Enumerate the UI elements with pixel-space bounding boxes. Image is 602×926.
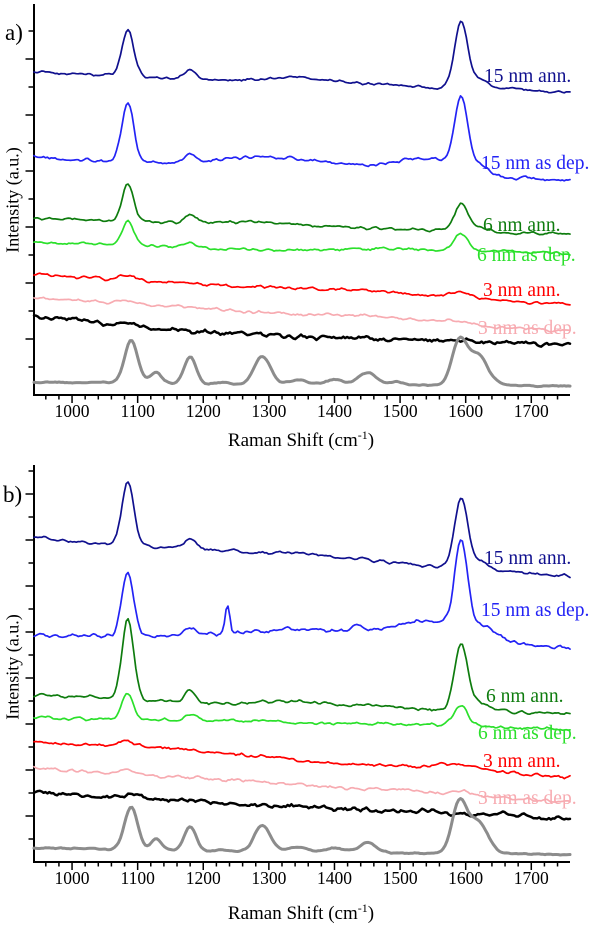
x-axis-title-text: Raman Shift (cm [227, 903, 358, 924]
x-tick-label: 1500 [383, 868, 418, 888]
x-tick-label: 1700 [514, 868, 549, 888]
x-axis-title-superscript: -1 [357, 428, 368, 442]
series-label-15nm-as-deposited: 15 nm as dep. [481, 153, 590, 174]
x-tick-label: 1000 [55, 868, 90, 888]
series-gray-reference-unlabeled [32, 335, 572, 389]
series-label-15nm-annealed: 15 nm ann. [484, 66, 572, 87]
series-6nm-annealed [33, 183, 571, 236]
series-15nm-annealed [33, 20, 571, 94]
panel-b-plot: 1000 1100 1200 1300 1400 1500 1600 1700 [25, 465, 572, 888]
panel-b: 1000 1100 1200 1300 1400 1500 1600 1700 b) Inte… [0, 455, 602, 926]
x-axis-ticks [45, 862, 559, 870]
spectra [32, 20, 572, 389]
axis-spines [33, 465, 570, 863]
series-6nm-as-deposited [33, 219, 571, 256]
series-label-6nm-as-deposited: 6 nm as dep. [477, 245, 576, 266]
series-label-15nm-annealed: 15 nm ann. [484, 548, 572, 569]
panel-b-letter: b) [3, 482, 23, 507]
panel-a-letter: a) [5, 20, 23, 45]
series-black-curve-unlabeled [32, 789, 572, 821]
series-black-curve-unlabeled [32, 314, 572, 348]
series-15nm-as-deposited [33, 539, 571, 650]
series-3nm-annealed [33, 739, 571, 780]
x-tick-label: 1100 [120, 401, 155, 421]
x-tick-label: 1500 [383, 401, 418, 421]
x-tick-label: 1200 [186, 401, 221, 421]
series-15nm-annealed [33, 481, 571, 579]
axes [33, 4, 570, 396]
series-label-15nm-as-deposited: 15 nm as dep. [481, 600, 590, 621]
spectra [32, 481, 572, 857]
x-tick-label: 1000 [55, 401, 90, 421]
x-axis-ticks [45, 395, 559, 403]
series-gray-reference-unlabeled [32, 797, 572, 857]
series-15nm-as-deposited [33, 95, 571, 182]
panel-b-x-axis-title: Raman Shift (cm-1) [0, 901, 602, 925]
series-label-3nm-annealed: 3 nm ann. [483, 280, 561, 301]
x-axis-title-close: ) [367, 430, 375, 451]
series-3nm-as-deposited [33, 296, 571, 333]
x-tick-label: 1100 [120, 868, 155, 888]
panel-a-y-axis-title: Intensity (a.u.) [2, 147, 23, 253]
series-label-3nm-as-deposited: 3 nm as dep. [478, 788, 577, 809]
x-tick-label: 1700 [514, 401, 549, 421]
x-tick-label: 1300 [251, 868, 286, 888]
x-tick-label: 1200 [186, 868, 221, 888]
series-label-3nm-as-deposited: 3 nm as dep. [478, 318, 577, 339]
x-axis-tick-labels: 1000 1100 1200 1300 1400 1500 1600 1700 [55, 401, 549, 421]
x-tick-label: 1400 [317, 868, 352, 888]
y-axis-ticks [25, 30, 34, 368]
x-tick-label: 1600 [448, 401, 483, 421]
x-axis-title-close: ) [367, 903, 375, 924]
series-label-3nm-annealed: 3 nm ann. [483, 751, 561, 772]
x-axis-title-text: Raman Shift (cm [227, 430, 358, 451]
x-axis-tick-labels: 1000 1100 1200 1300 1400 1500 1600 1700 [55, 868, 549, 888]
panel-a: 1000 1100 1200 1300 1400 1500 1600 1700 a) Inte… [0, 0, 602, 455]
series-6nm-as-deposited [33, 692, 571, 732]
axis-spines [33, 4, 570, 396]
panel-a-plot: 1000 1100 1200 1300 1400 1500 1600 1700 [25, 4, 572, 421]
series-6nm-annealed [33, 617, 571, 716]
series-3nm-annealed [33, 272, 571, 306]
series-label-6nm-annealed: 6 nm ann. [483, 215, 561, 236]
series-3nm-as-deposited [33, 765, 571, 803]
panel-b-y-axis-title: Intensity (a.u.) [2, 614, 23, 720]
panel-a-x-axis-title: Raman Shift (cm-1) [0, 428, 602, 452]
axes [33, 465, 570, 863]
x-tick-label: 1300 [251, 401, 286, 421]
y-axis-ticks [25, 470, 34, 840]
x-tick-label: 1600 [448, 868, 483, 888]
x-tick-label: 1400 [317, 401, 352, 421]
x-axis-title-superscript: -1 [357, 901, 368, 915]
series-label-6nm-annealed: 6 nm ann. [486, 686, 564, 707]
series-label-6nm-as-deposited: 6 nm as dep. [478, 723, 577, 744]
